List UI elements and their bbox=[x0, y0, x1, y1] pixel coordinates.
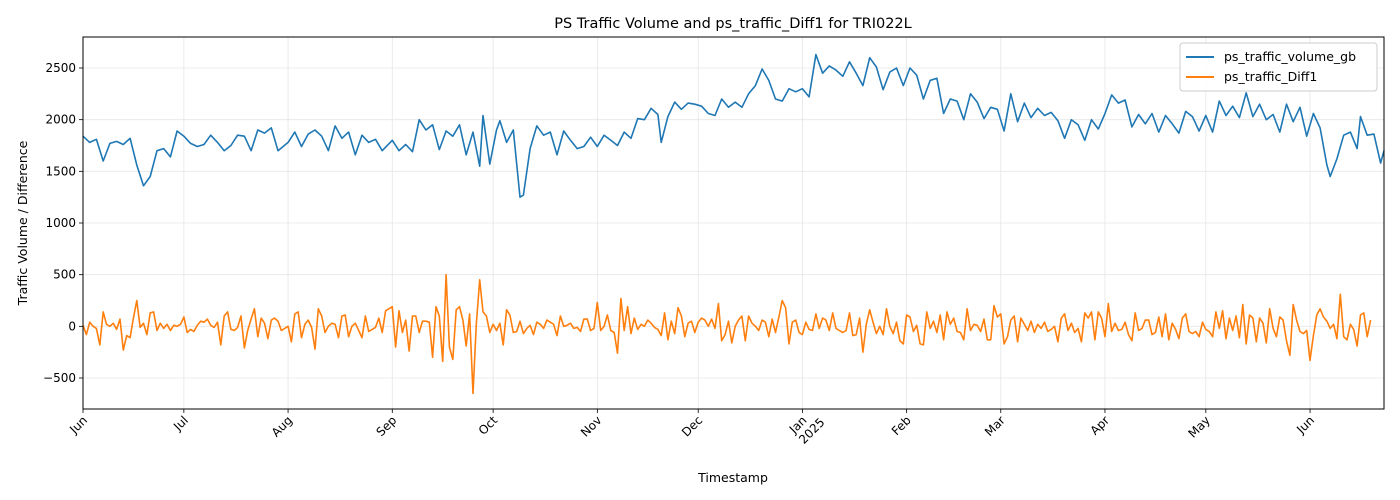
chart-title: PS Traffic Volume and ps_traffic_Diff1 f… bbox=[554, 16, 911, 32]
legend-label-diff: ps_traffic_Diff1 bbox=[1224, 69, 1317, 84]
y-axis-label: Traffic Volume / Difference bbox=[15, 140, 30, 306]
legend-label-volume: ps_traffic_volume_gb bbox=[1224, 49, 1356, 64]
y-tick-label: 1000 bbox=[45, 216, 76, 230]
x-axis-label: Timestamp bbox=[697, 470, 768, 485]
legend-box bbox=[1179, 42, 1378, 92]
y-tick-label: 2000 bbox=[45, 113, 76, 127]
y-tick-label: 500 bbox=[53, 268, 76, 282]
series-line-volume bbox=[82, 53, 1385, 198]
y-axis: −500 0 500 1000 1500 2000 2500 bbox=[43, 61, 83, 385]
grid bbox=[82, 37, 1384, 409]
legend: ps_traffic_volume_gb ps_traffic_Diff1 bbox=[1179, 42, 1378, 92]
series-lines bbox=[82, 53, 1385, 395]
series-line-diff bbox=[82, 273, 1372, 395]
y-tick-label: −500 bbox=[43, 371, 76, 385]
y-tick-label: 0 bbox=[68, 319, 76, 333]
y-tick-label: 1500 bbox=[45, 164, 76, 178]
y-tick-label: 2500 bbox=[45, 61, 76, 75]
